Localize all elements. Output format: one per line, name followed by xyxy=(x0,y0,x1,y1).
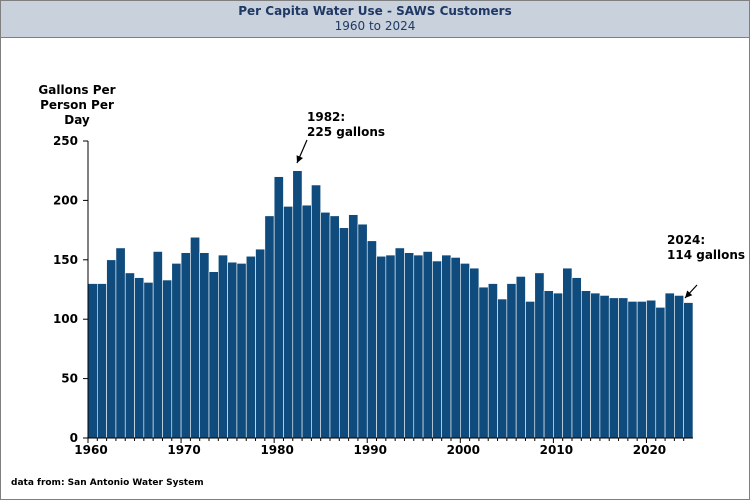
data-source-note: data from: San Antonio Water System xyxy=(11,478,204,488)
bar-1972 xyxy=(199,252,210,439)
bar-2010 xyxy=(553,292,563,439)
bar-1986 xyxy=(329,215,340,439)
x-tick-label-2020: 2020 xyxy=(633,443,666,457)
y-tick-label-250: 250 xyxy=(53,134,78,148)
bar-1998 xyxy=(441,254,452,439)
bar-2024 xyxy=(683,302,694,439)
bar-1985 xyxy=(320,211,331,439)
bar-2005 xyxy=(506,283,517,439)
bar-1963 xyxy=(115,247,126,439)
bar-2021 xyxy=(655,307,666,439)
bar-2018 xyxy=(627,301,638,439)
bar-1967 xyxy=(152,251,163,439)
y-tick-label-150: 150 xyxy=(53,253,78,267)
annotation-1982-value: 225 gallons xyxy=(307,125,385,139)
x-tick-label-2000: 2000 xyxy=(447,443,480,457)
bar-1973 xyxy=(208,271,219,439)
bar-2020 xyxy=(646,299,657,439)
bar-1971 xyxy=(190,236,200,439)
bar-1991 xyxy=(376,255,387,439)
bar-1981 xyxy=(283,206,294,439)
bar-1980 xyxy=(273,176,284,439)
annotation-2024-year: 2024: xyxy=(667,233,705,247)
bar-1964 xyxy=(124,272,135,439)
bar-1975 xyxy=(227,261,238,439)
annotation-2024-value: 114 gallons xyxy=(667,248,745,262)
bar-2017 xyxy=(618,297,629,439)
y-axis-label: Gallons Per Person Per Day xyxy=(38,83,116,127)
bar-2007 xyxy=(525,301,536,439)
bar-1960 xyxy=(87,283,98,439)
bar-1982 xyxy=(292,170,303,439)
x-tick-label-1990: 1990 xyxy=(354,443,387,457)
bar-2023 xyxy=(674,295,684,439)
bar-1996 xyxy=(422,251,433,439)
bar-2002 xyxy=(478,286,489,439)
bar-2009 xyxy=(543,290,554,439)
bar-1983 xyxy=(301,204,312,439)
bar-2000 xyxy=(460,263,470,439)
bar-2003 xyxy=(487,283,498,439)
bar-1961 xyxy=(97,283,107,439)
bar-1977 xyxy=(245,255,256,439)
bar-1976 xyxy=(236,263,247,439)
bar-1990 xyxy=(366,240,377,439)
bar-1965 xyxy=(134,277,145,439)
bar-1993 xyxy=(394,247,405,439)
y-tick-label-50: 50 xyxy=(61,372,78,386)
bar-2016 xyxy=(608,297,619,439)
bar-2011 xyxy=(562,267,573,439)
bar-1995 xyxy=(413,254,424,439)
bar-2006 xyxy=(515,276,526,439)
annotation-1982-arrowhead xyxy=(296,155,303,163)
bar-1968 xyxy=(162,279,173,439)
annotation-2024-arrowhead xyxy=(685,290,693,298)
x-tick-label-1980: 1980 xyxy=(260,443,293,457)
bar-1994 xyxy=(404,252,415,439)
bar-1984 xyxy=(311,184,321,439)
bar-1999 xyxy=(450,257,461,439)
y-tick-label-0: 0 xyxy=(70,431,78,445)
bar-2004 xyxy=(497,298,508,439)
chart-subtitle: 1960 to 2024 xyxy=(334,19,416,33)
bar-1992 xyxy=(385,254,396,439)
bar-1979 xyxy=(264,215,275,439)
bar-2014 xyxy=(590,292,601,439)
bar-1988 xyxy=(348,214,359,439)
bar-2019 xyxy=(636,301,647,439)
y-tick-label-100: 100 xyxy=(53,312,78,326)
x-tick-label-1970: 1970 xyxy=(167,443,200,457)
bar-1969 xyxy=(171,263,182,439)
bar-2022 xyxy=(664,292,675,439)
annotation-1982-year: 1982: xyxy=(307,110,345,124)
x-tick-label-1960: 1960 xyxy=(74,443,107,457)
bar-1987 xyxy=(339,227,349,439)
chart-title: Per Capita Water Use - SAWS Customers xyxy=(238,4,512,18)
bar-1974 xyxy=(218,254,228,439)
chart-header: Per Capita Water Use - SAWS Customers 19… xyxy=(1,1,749,38)
bar-2008 xyxy=(534,272,545,439)
bar-1970 xyxy=(180,252,191,439)
bar-2015 xyxy=(599,295,610,439)
y-tick-label-200: 200 xyxy=(53,193,78,207)
bar-1966 xyxy=(143,282,154,439)
bar-1962 xyxy=(106,259,117,439)
bar-2012 xyxy=(571,277,582,439)
bar-1978 xyxy=(255,248,266,439)
bar-1989 xyxy=(357,223,368,439)
bar-1997 xyxy=(432,260,442,439)
bar-2013 xyxy=(581,290,591,439)
bar-2001 xyxy=(469,267,480,439)
x-tick-label-2010: 2010 xyxy=(540,443,573,457)
